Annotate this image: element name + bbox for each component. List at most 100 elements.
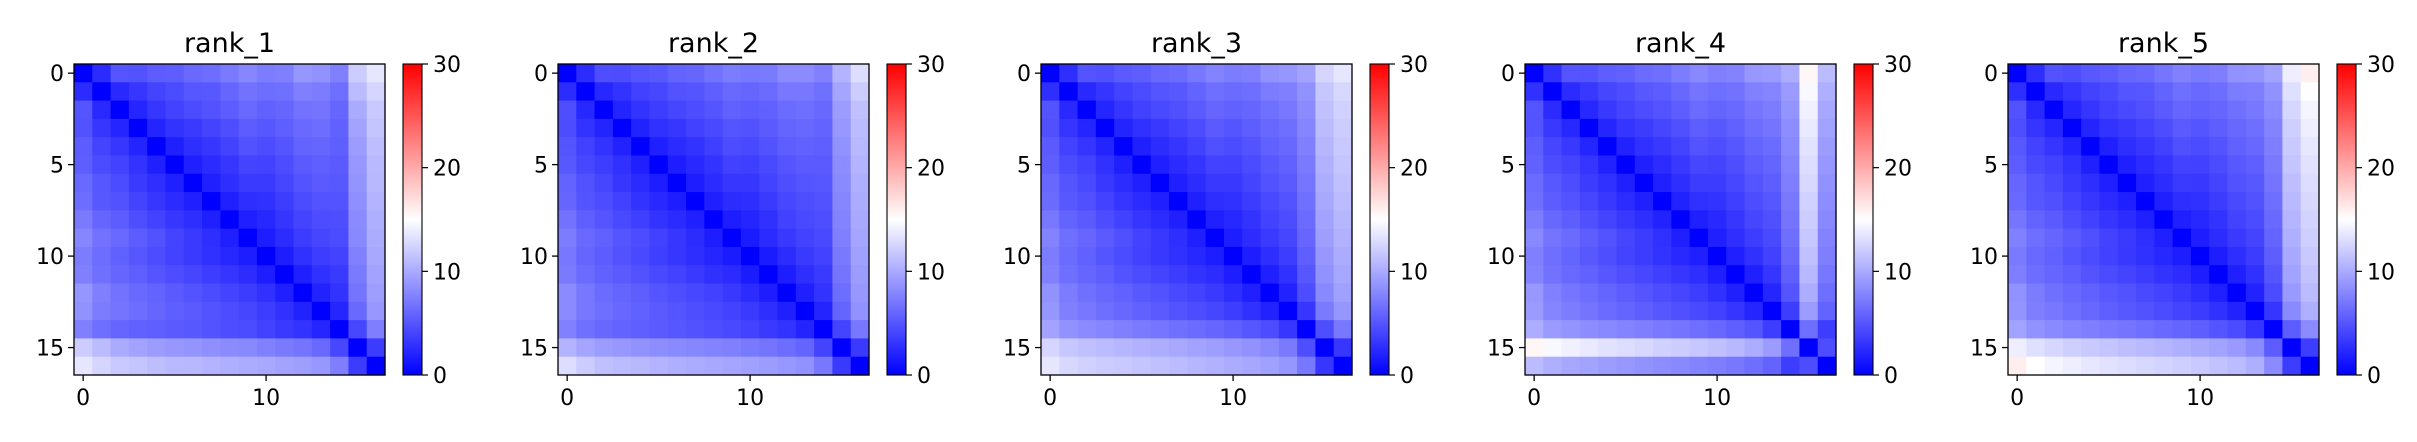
heatmap-cell [1671, 265, 1691, 285]
heatmap-cell [1242, 283, 1262, 303]
heatmap-cell [2264, 192, 2284, 211]
heatmap-cell [722, 155, 742, 175]
heatmap-cell [1707, 301, 1727, 321]
heatmap-cell [1297, 283, 1317, 303]
heatmap-cell [2209, 155, 2229, 175]
heatmap-cell [128, 173, 148, 193]
heatmap-cell [2227, 283, 2247, 303]
heatmap-cell [2154, 82, 2174, 102]
heatmap-cell [1671, 137, 1691, 157]
heatmap-cell [2190, 155, 2210, 175]
heatmap-cell [2264, 155, 2284, 175]
heatmap-cells [2008, 64, 2320, 376]
heatmap-cell [1616, 173, 1636, 193]
heatmap-cell [2062, 228, 2082, 248]
heatmap-cell [1616, 301, 1636, 321]
heatmap-cell [147, 320, 167, 340]
heatmap-cell [165, 320, 185, 340]
heatmap-cell [1781, 246, 1801, 266]
colorbar-tick-label: 20 [2367, 157, 2395, 182]
heatmap-cell [165, 137, 185, 157]
heatmap-cell [2245, 192, 2265, 211]
heatmap-cell [220, 173, 240, 193]
plot-frame [557, 63, 870, 376]
heatmap-cell [348, 192, 368, 211]
heatmap-cell [2099, 246, 2119, 266]
heatmap-cell [1132, 192, 1152, 211]
y-tick-label: 0 [1984, 62, 1998, 87]
heatmap-cell [1598, 64, 1618, 83]
heatmap-cell [1041, 210, 1060, 230]
heatmap-cell [686, 210, 705, 230]
heatmap-cell [1333, 118, 1353, 138]
heatmap-cell [92, 265, 112, 285]
heatmap-cell [275, 210, 295, 230]
heatmap-cell [1041, 118, 1060, 138]
heatmap-cell [92, 137, 112, 157]
heatmap-cell [1671, 173, 1691, 193]
heatmap-cell [330, 192, 350, 211]
heatmap-cell [1187, 82, 1207, 102]
heatmap-cell [1132, 82, 1152, 102]
heatmap-cell [1315, 137, 1335, 157]
heatmap-cell [1726, 265, 1746, 285]
heatmap-cell [275, 228, 295, 248]
heatmap-cell [311, 155, 331, 175]
y-tick-label: 0 [1501, 62, 1515, 87]
heatmap-cell [348, 137, 368, 157]
heatmap-cell [2227, 155, 2247, 175]
heatmap-cell [759, 118, 779, 138]
heatmap-cell [1278, 246, 1298, 266]
heatmap-cell [238, 118, 258, 138]
panel-title: rank_4 [1635, 28, 1726, 59]
heatmap-cell [1242, 173, 1262, 193]
heatmap-cell [1525, 338, 1544, 358]
heatmap-cell [1543, 118, 1563, 138]
heatmap-cell [1150, 82, 1170, 102]
heatmap-cell [1187, 100, 1207, 120]
heatmap-cell [1223, 246, 1243, 266]
heatmap-cell [1817, 265, 1837, 285]
heatmap-cell [1132, 265, 1152, 285]
heatmap-cell [1205, 356, 1225, 376]
heatmap-cell [1169, 155, 1188, 175]
heatmap-cell [576, 100, 596, 120]
heatmap-cell [704, 301, 724, 321]
heatmap-cell [1634, 338, 1654, 358]
heatmap-cell [558, 192, 577, 211]
heatmap-cell [366, 210, 386, 230]
heatmap-cell [2062, 265, 2082, 285]
heatmap-cell [2172, 356, 2192, 376]
heatmap-cell [2245, 137, 2265, 157]
heatmap-cell [330, 155, 350, 175]
heatmap-cell [2300, 228, 2320, 248]
heatmap-cell [1525, 64, 1544, 83]
heatmap-cell [1095, 192, 1115, 211]
heatmap-cell [759, 64, 779, 83]
heatmap-cell [1817, 64, 1837, 83]
heatmap-cell [2081, 155, 2101, 175]
heatmap-cell [2227, 137, 2247, 157]
heatmap-cell [850, 210, 870, 230]
heatmap-cell [1169, 82, 1188, 102]
heatmap-cell [2008, 64, 2027, 83]
heatmap-cell [1132, 100, 1152, 120]
heatmap-cell [1762, 64, 1782, 83]
heatmap-cell [2245, 228, 2265, 248]
heatmap-cell [2245, 356, 2265, 376]
heatmap-cell [147, 192, 167, 211]
heatmap-cell [92, 246, 112, 266]
heatmap-cell [2099, 338, 2119, 358]
heatmap-cell [1762, 301, 1782, 321]
heatmap-cell [1634, 246, 1654, 266]
heatmap-cell [2008, 210, 2027, 230]
heatmap-cell [256, 283, 276, 303]
heatmap-cell [722, 246, 742, 266]
heatmap-cell [594, 192, 614, 211]
heatmap-cell [74, 283, 93, 303]
heatmap-cell [1543, 137, 1563, 157]
heatmap-cell [2282, 210, 2302, 230]
heatmap-cell [366, 137, 386, 157]
heatmap-cell [2062, 118, 2082, 138]
